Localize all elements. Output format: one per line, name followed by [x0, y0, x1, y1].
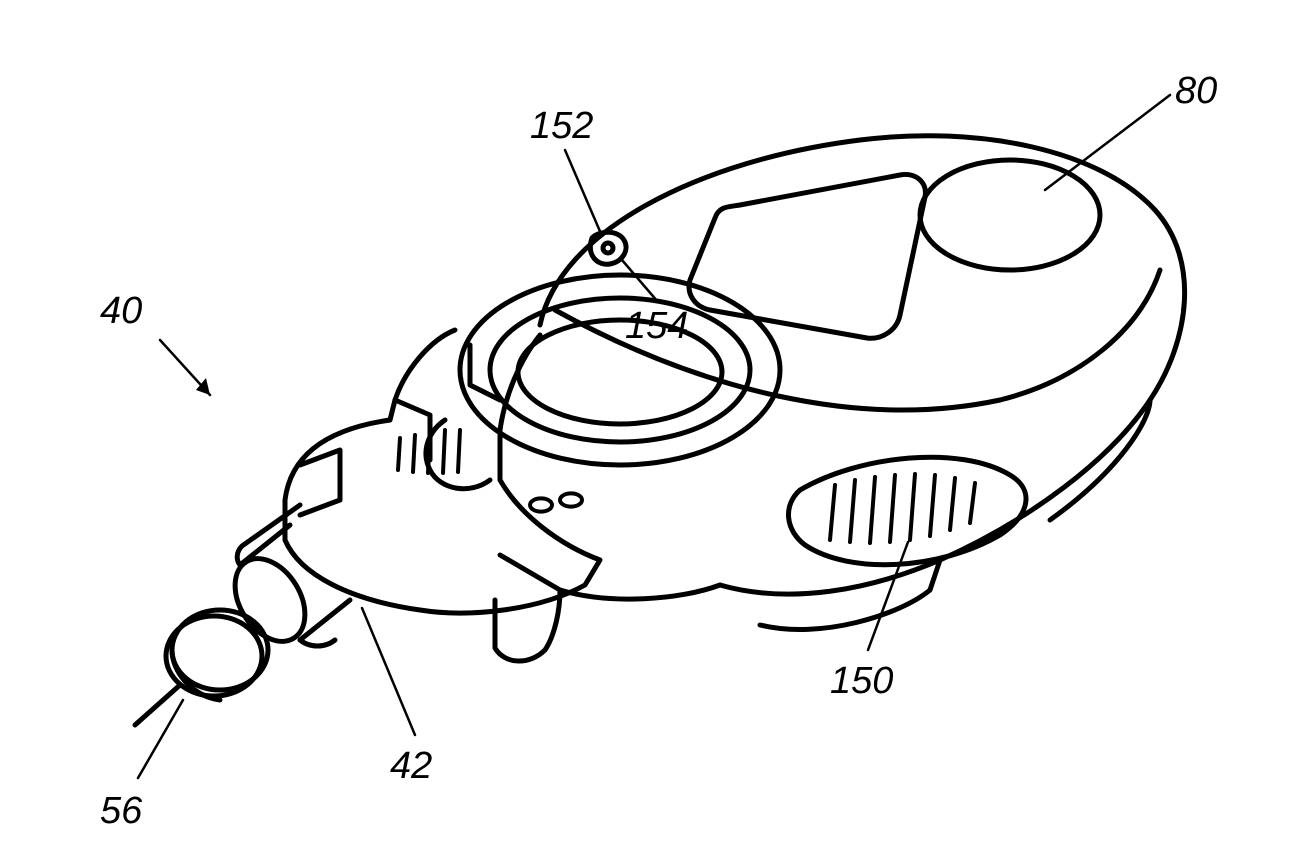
ref-label-154: 154: [625, 305, 688, 348]
figure-canvas: 40 80 152 154 150 42 56: [0, 0, 1291, 867]
ref-label-152: 152: [530, 105, 593, 148]
ref-label-56: 56: [100, 790, 142, 833]
ref-label-40: 40: [100, 290, 142, 333]
drawing-svg: [0, 0, 1291, 867]
ref-label-150: 150: [830, 660, 893, 703]
ref-label-42: 42: [390, 745, 432, 788]
ref-label-80: 80: [1175, 70, 1217, 113]
